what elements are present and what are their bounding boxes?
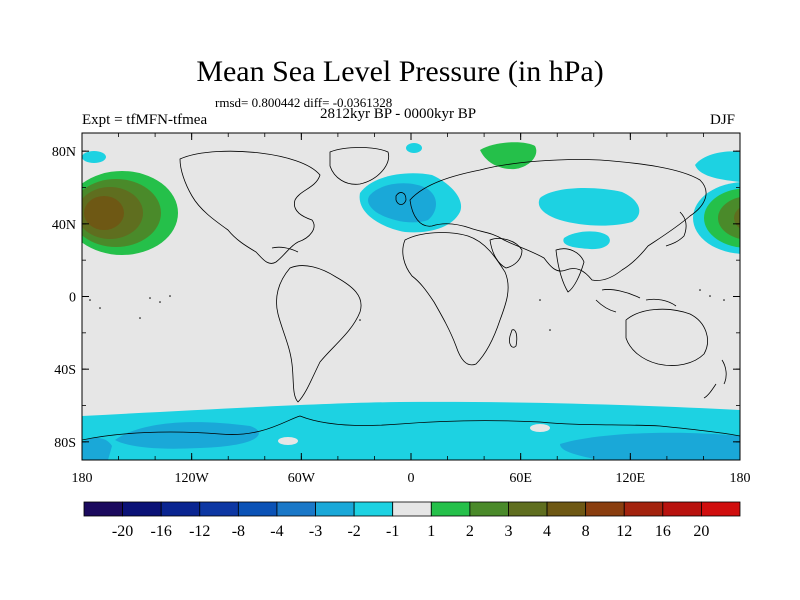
coast-africa	[402, 232, 509, 366]
southern-low-band-medium-east	[560, 432, 740, 460]
coast-greenland	[329, 147, 390, 185]
pacific-high-west-4	[84, 196, 124, 230]
colorbar-swatch	[83, 501, 123, 517]
colorbar-label: 4	[543, 523, 551, 540]
colorbar-swatch	[122, 501, 162, 517]
coast-madagascar	[509, 329, 518, 348]
colorbar-swatch	[701, 501, 741, 517]
experiment-label: Expt = tfMFN-tfmea	[82, 112, 208, 128]
southern-low-band-medium	[115, 422, 259, 449]
islands	[89, 289, 725, 331]
coast-australia	[625, 308, 708, 366]
southern-low-band-medium-west	[82, 437, 112, 460]
latitude-axis	[82, 150, 740, 443]
longitude-labels: 180 120W 60W 0 60E 120E 180	[72, 471, 751, 486]
colorbar-swatch	[276, 501, 316, 517]
lon-label: 180	[730, 471, 751, 486]
coast-uk	[395, 192, 407, 205]
southern-band-hole	[278, 437, 298, 445]
coast-arabia	[489, 238, 523, 269]
colorbar-label: 12	[616, 523, 632, 540]
southern-band-hole-2	[530, 424, 550, 432]
colorbar-swatch	[237, 501, 278, 517]
colorbar-label: -3	[309, 523, 322, 540]
pacific-high-east-3	[734, 207, 740, 229]
colorbar-label: -8	[232, 523, 245, 540]
colorbar-label: 3	[504, 523, 512, 540]
colorbar-label: 1	[427, 523, 435, 540]
pacific-high-east-2	[718, 197, 740, 239]
lon-label: 120W	[175, 471, 210, 486]
rmsd-diff-stats: rmsd= 0.800442 diff= -0.0361328	[215, 95, 393, 110]
longitude-axis	[81, 133, 741, 460]
colorbar-swatch	[662, 501, 702, 517]
tibet-anomaly	[563, 231, 610, 250]
colorbar-label: 8	[582, 523, 590, 540]
lat-label: 80S	[54, 436, 76, 451]
lat-label: 0	[69, 291, 76, 306]
lon-label: 180	[72, 471, 93, 486]
arctic-east-anomaly	[695, 151, 740, 182]
map-title: Mean Sea Level Pressure (in hPa)	[196, 55, 604, 88]
colorbar-label: 16	[655, 523, 671, 540]
coast-north-america	[179, 150, 321, 264]
colorbar-label: 2	[466, 523, 474, 540]
lat-label: 40S	[54, 363, 76, 378]
colorbar-label: -20	[112, 523, 133, 540]
coast-indonesia	[595, 289, 677, 313]
arctic-west-anomaly	[82, 151, 106, 163]
colorbar-labels: -20 -16 -12 -8 -4 -3 -2 -1 1 2 3 4 8 12 16 20	[112, 523, 709, 540]
coast-japan	[665, 211, 687, 247]
colorbar-swatch	[199, 501, 239, 517]
colorbar-label: -4	[270, 523, 283, 540]
lon-label: 0	[408, 471, 415, 486]
colorbar-label: -2	[347, 523, 360, 540]
colorbar-swatch	[585, 501, 625, 517]
colorbar-swatch	[508, 501, 548, 517]
arctic-small-anomaly	[406, 143, 422, 153]
pacific-high-east-1	[704, 188, 740, 248]
colorbar-swatch	[160, 501, 201, 517]
latitude-labels: 80N 40N 0 40S 80S	[52, 145, 76, 451]
coast-south-america	[276, 265, 362, 403]
lon-label: 60W	[288, 471, 316, 486]
coast-new-zealand	[703, 359, 727, 399]
lon-label: 60E	[509, 471, 532, 486]
colorbar-swatch	[546, 501, 587, 517]
lon-label: 120E	[616, 471, 646, 486]
period-label: 2812kyr BP - 0000kyr BP	[320, 106, 477, 122]
coast-europe-asia	[409, 159, 707, 281]
coast-antarctica	[82, 415, 740, 441]
colorbar-label: -16	[151, 523, 172, 540]
lat-label: 80N	[52, 145, 76, 160]
siberia-anomaly	[538, 188, 640, 226]
colorbar-swatch	[392, 501, 432, 517]
colorbar-label: -12	[189, 523, 210, 540]
colorbar-swatch	[353, 501, 394, 517]
north-atlantic-low-medium	[368, 183, 436, 223]
colorbar-label: 20	[693, 523, 709, 540]
colorbar-label: -1	[386, 523, 399, 540]
colorbar-swatch	[623, 501, 664, 517]
colorbar-swatch	[315, 501, 355, 517]
colorbar-swatch	[430, 501, 471, 517]
coast-caribbean	[271, 246, 299, 253]
colorbar-swatch	[469, 501, 509, 517]
colorbar	[83, 501, 741, 517]
lat-label: 40N	[52, 218, 76, 233]
map-panel	[82, 133, 740, 460]
season-label: DJF	[710, 112, 736, 128]
coast-india	[555, 248, 585, 293]
coastlines	[82, 147, 740, 441]
